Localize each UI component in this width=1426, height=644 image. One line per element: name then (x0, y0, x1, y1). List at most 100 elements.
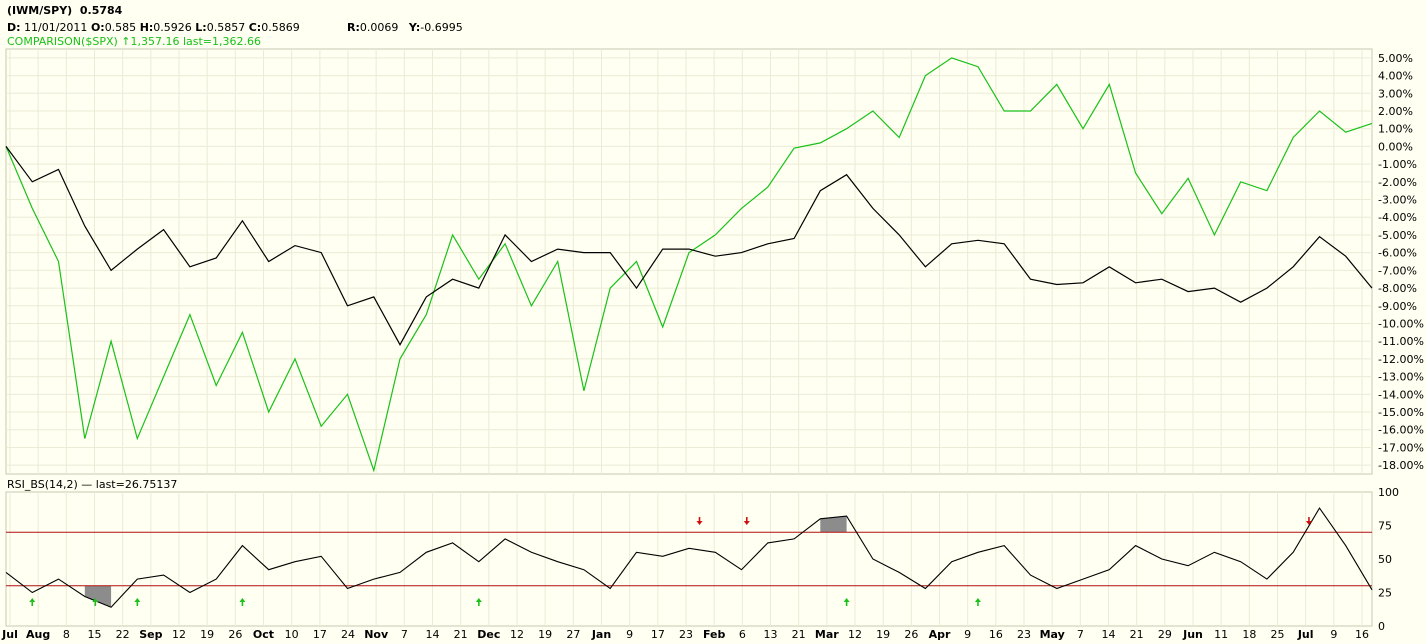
high-label: H: (139, 21, 154, 34)
y-tick-label: 4.00% (1378, 70, 1413, 83)
r-label: R: (347, 21, 360, 34)
rsi-panel (5, 491, 1373, 627)
y-tick-label: -7.00% (1378, 264, 1417, 277)
x-tick-label: 16 (1355, 628, 1369, 641)
y-tick-label: -2.00% (1378, 176, 1417, 189)
x-tick-label: 13 (764, 628, 778, 641)
buy-arrow (974, 598, 981, 606)
x-tick-label: 21 (792, 628, 806, 641)
y-tick-label: -6.00% (1378, 247, 1417, 260)
rsi-y-tick-label: 100 (1378, 486, 1399, 499)
x-tick-label: 7 (1077, 628, 1084, 641)
x-tick-label: 9 (1330, 628, 1337, 641)
y-tick-label: -15.00% (1378, 406, 1424, 419)
buy-arrow (92, 598, 99, 606)
symbol-label: (IWM/SPY) (7, 4, 73, 17)
buy-arrow (475, 598, 482, 606)
ry-line: R:0.0069 Y:-0.6995 (347, 21, 463, 34)
x-tick-label: 7 (401, 628, 408, 641)
x-tick-label: 23 (1017, 628, 1031, 641)
y-tick-label: 5.00% (1378, 52, 1413, 65)
x-tick-label: 15 (88, 628, 102, 641)
x-tick-label: Feb (703, 628, 726, 641)
x-tick-label: 6 (739, 628, 746, 641)
x-tick-label: 14 (426, 628, 440, 641)
y-tick-label: -16.00% (1378, 424, 1424, 437)
y-tick-label: -13.00% (1378, 371, 1424, 384)
x-tick-label: 27 (566, 628, 580, 641)
sell-arrow (696, 517, 703, 525)
date-value: 11/01/2011 (24, 21, 88, 34)
x-tick-label: 8 (63, 628, 70, 641)
y-tick-label: -3.00% (1378, 194, 1417, 207)
rsi-y-tick-label: 75 (1378, 520, 1392, 533)
rsi-y-tick-label: 50 (1378, 553, 1392, 566)
x-tick-label: May (1040, 628, 1065, 641)
x-tick-label: 22 (116, 628, 130, 641)
y-tick-label: -18.00% (1378, 459, 1424, 472)
x-tick-label: Oct (253, 628, 274, 641)
x-tick-label: 18 (1242, 628, 1256, 641)
x-tick-label: 19 (876, 628, 890, 641)
x-tick-label: Jul (1297, 628, 1314, 641)
r-value: 0.0069 (359, 21, 399, 34)
y-tick-label: 3.00% (1378, 87, 1413, 100)
open-label: O: (90, 21, 105, 34)
x-tick-label: 12 (510, 628, 524, 641)
sell-arrow (1305, 517, 1312, 525)
x-tick-label: Jun (1182, 628, 1203, 641)
x-tick-label: 12 (172, 628, 186, 641)
header-title-line: (IWM/SPY) 0.5784 (7, 4, 122, 17)
x-tick-label: Nov (364, 628, 389, 641)
y-tick-label: 1.00% (1378, 123, 1413, 136)
x-tick-label: Jan (591, 628, 611, 641)
date-label: D: (7, 21, 21, 34)
y-label: Y: (408, 21, 421, 34)
y-tick-label: 2.00% (1378, 105, 1413, 118)
buy-arrow (239, 598, 246, 606)
high-value: 0.5926 (153, 21, 192, 34)
y-tick-label: -5.00% (1378, 229, 1417, 242)
main-panel (5, 48, 1373, 475)
low-value: 0.5857 (206, 21, 246, 34)
x-tick-label: 21 (1130, 628, 1144, 641)
y-tick-label: -1.00% (1378, 158, 1417, 171)
x-tick-label: 9 (964, 628, 971, 641)
rsi-header: RSI_BS(14,2) — last=26.75137 (7, 478, 178, 491)
y-value: -0.6995 (420, 21, 463, 34)
buy-arrow (843, 598, 850, 606)
y-tick-label: -9.00% (1378, 300, 1417, 313)
y-tick-label: -10.00% (1378, 317, 1424, 330)
x-tick-label: 19 (538, 628, 552, 641)
x-tick-label: 25 (1271, 628, 1285, 641)
comparison-line (5, 57, 1373, 473)
x-tick-label: 23 (679, 628, 693, 641)
y-tick-label: -14.00% (1378, 388, 1424, 401)
low-label: L: (195, 21, 207, 34)
rsi-line (5, 507, 1373, 608)
x-tick-label: 21 (454, 628, 468, 641)
buy-arrow (134, 598, 141, 606)
x-tick-label: 17 (313, 628, 327, 641)
rsi-y-tick-label: 25 (1378, 587, 1392, 600)
x-tick-label: 19 (200, 628, 214, 641)
last-value: 0.5784 (79, 4, 123, 17)
rsi-y-tick-label: 0 (1378, 620, 1385, 633)
x-tick-label: Mar (815, 628, 839, 641)
y-tick-label: -12.00% (1378, 353, 1424, 366)
oversold-fill (84, 585, 112, 608)
x-tick-label: 16 (989, 628, 1003, 641)
sell-arrow (743, 517, 750, 525)
y-tick-label: 0.00% (1378, 140, 1413, 153)
y-tick-label: -17.00% (1378, 441, 1424, 454)
x-tick-label: 24 (341, 628, 355, 641)
close-value: 0.5869 (261, 21, 300, 34)
x-tick-label: Apr (929, 628, 951, 641)
x-tick-label: 14 (1102, 628, 1116, 641)
x-tick-label: 9 (626, 628, 633, 641)
y-tick-label: -11.00% (1378, 335, 1424, 348)
x-tick-label: 26 (904, 628, 918, 641)
x-tick-label: 12 (848, 628, 862, 641)
